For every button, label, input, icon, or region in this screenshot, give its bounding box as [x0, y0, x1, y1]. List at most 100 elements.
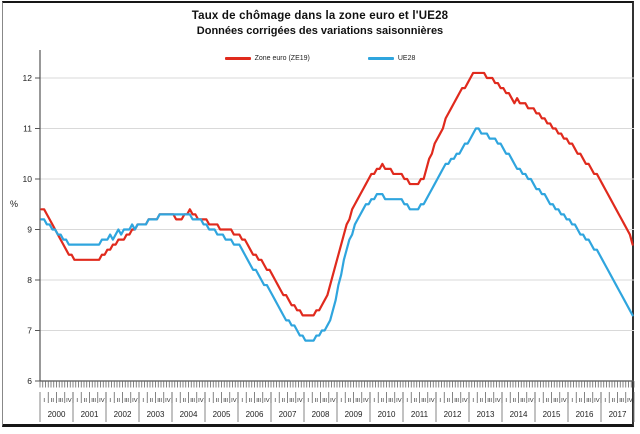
svg-text:2005: 2005: [213, 410, 231, 419]
svg-text:2006: 2006: [246, 410, 264, 419]
svg-text:III: III: [289, 398, 294, 404]
svg-text:I: I: [109, 398, 111, 404]
svg-text:I: I: [142, 398, 144, 404]
svg-text:II: II: [513, 398, 517, 404]
svg-text:6: 6: [27, 376, 32, 386]
svg-text:III: III: [58, 398, 63, 404]
svg-text:II: II: [447, 398, 451, 404]
svg-text:III: III: [388, 398, 393, 404]
svg-text:III: III: [256, 398, 261, 404]
zone-euro-legend-label: Zone euro (ZE19): [254, 55, 310, 62]
svg-text:I: I: [307, 398, 309, 404]
svg-text:II: II: [51, 398, 55, 404]
svg-text:IV: IV: [231, 398, 237, 404]
svg-text:I: I: [538, 398, 540, 404]
svg-text:I: I: [274, 398, 276, 404]
svg-text:III: III: [520, 398, 525, 404]
svg-text:III: III: [322, 398, 327, 404]
svg-text:I: I: [241, 398, 243, 404]
svg-text:I: I: [571, 398, 573, 404]
svg-text:IV: IV: [66, 398, 72, 404]
svg-text:IV: IV: [264, 398, 270, 404]
svg-text:I: I: [439, 398, 441, 404]
svg-text:III: III: [157, 398, 162, 404]
svg-text:IV: IV: [462, 398, 468, 404]
image-frame: [2, 1, 634, 427]
svg-text:2013: 2013: [477, 410, 495, 419]
svg-text:8: 8: [27, 275, 32, 285]
svg-text:III: III: [223, 398, 228, 404]
svg-text:IV: IV: [495, 398, 501, 404]
svg-text:III: III: [421, 398, 426, 404]
svg-text:II: II: [612, 398, 616, 404]
svg-text:III: III: [190, 398, 195, 404]
svg-text:III: III: [124, 398, 129, 404]
svg-text:2002: 2002: [114, 410, 132, 419]
svg-text:I: I: [472, 398, 474, 404]
svg-text:2015: 2015: [543, 410, 561, 419]
svg-text:2012: 2012: [444, 410, 462, 419]
svg-text:IV: IV: [627, 398, 633, 404]
svg-text:III: III: [454, 398, 459, 404]
svg-text:II: II: [315, 398, 319, 404]
svg-text:2011: 2011: [411, 410, 429, 419]
svg-text:I: I: [43, 398, 45, 404]
svg-text:IV: IV: [363, 398, 369, 404]
page-subtitle: Données corrigées des variations saisonn…: [196, 25, 444, 37]
svg-text:IV: IV: [528, 398, 534, 404]
svg-text:IV: IV: [165, 398, 171, 404]
svg-text:II: II: [282, 398, 286, 404]
svg-text:2009: 2009: [345, 410, 363, 419]
svg-text:IV: IV: [330, 398, 336, 404]
ue28-legend-label: UE28: [397, 55, 416, 62]
svg-text:I: I: [208, 398, 210, 404]
page-title: Taux de chômage dans la zone euro et l'U…: [191, 10, 449, 22]
svg-text:IV: IV: [429, 398, 435, 404]
svg-text:III: III: [586, 398, 591, 404]
svg-text:II: II: [579, 398, 583, 404]
svg-text:III: III: [487, 398, 492, 404]
svg-text:I: I: [505, 398, 507, 404]
svg-text:2000: 2000: [48, 410, 66, 419]
svg-text:2016: 2016: [576, 410, 594, 419]
chart-legend: Zone euro (ZE19) UE28: [0, 55, 640, 62]
svg-text:II: II: [216, 398, 220, 404]
svg-text:I: I: [76, 398, 78, 404]
svg-text:2017: 2017: [609, 410, 627, 419]
legend-entry-ue28: UE28: [367, 55, 416, 62]
svg-text:11: 11: [23, 124, 32, 134]
svg-text:II: II: [117, 398, 121, 404]
svg-text:IV: IV: [396, 398, 402, 404]
svg-text:12: 12: [23, 73, 33, 83]
svg-text:II: II: [480, 398, 484, 404]
svg-text:II: II: [381, 398, 385, 404]
svg-text:IV: IV: [297, 398, 303, 404]
svg-text:II: II: [546, 398, 550, 404]
svg-text:III: III: [619, 398, 624, 404]
ue28-line-swatch: [367, 57, 394, 60]
svg-text:9: 9: [27, 225, 32, 235]
svg-text:I: I: [604, 398, 606, 404]
svg-text:IV: IV: [594, 398, 600, 404]
svg-text:IV: IV: [99, 398, 105, 404]
svg-text:II: II: [414, 398, 418, 404]
svg-text:2004: 2004: [180, 410, 198, 419]
svg-text:2014: 2014: [510, 410, 528, 419]
svg-text:III: III: [355, 398, 360, 404]
svg-text:10: 10: [23, 174, 33, 184]
svg-text:2007: 2007: [279, 410, 297, 419]
svg-text:2010: 2010: [378, 410, 396, 419]
svg-text:I: I: [175, 398, 177, 404]
svg-text:IV: IV: [561, 398, 567, 404]
svg-text:I: I: [340, 398, 342, 404]
svg-text:II: II: [348, 398, 352, 404]
svg-text:IV: IV: [132, 398, 138, 404]
svg-text:2001: 2001: [81, 410, 99, 419]
legend-entry-zone-euro: Zone euro (ZE19): [224, 55, 310, 62]
svg-text:II: II: [249, 398, 253, 404]
svg-text:2008: 2008: [312, 410, 330, 419]
svg-text:I: I: [406, 398, 408, 404]
svg-text:IV: IV: [198, 398, 204, 404]
